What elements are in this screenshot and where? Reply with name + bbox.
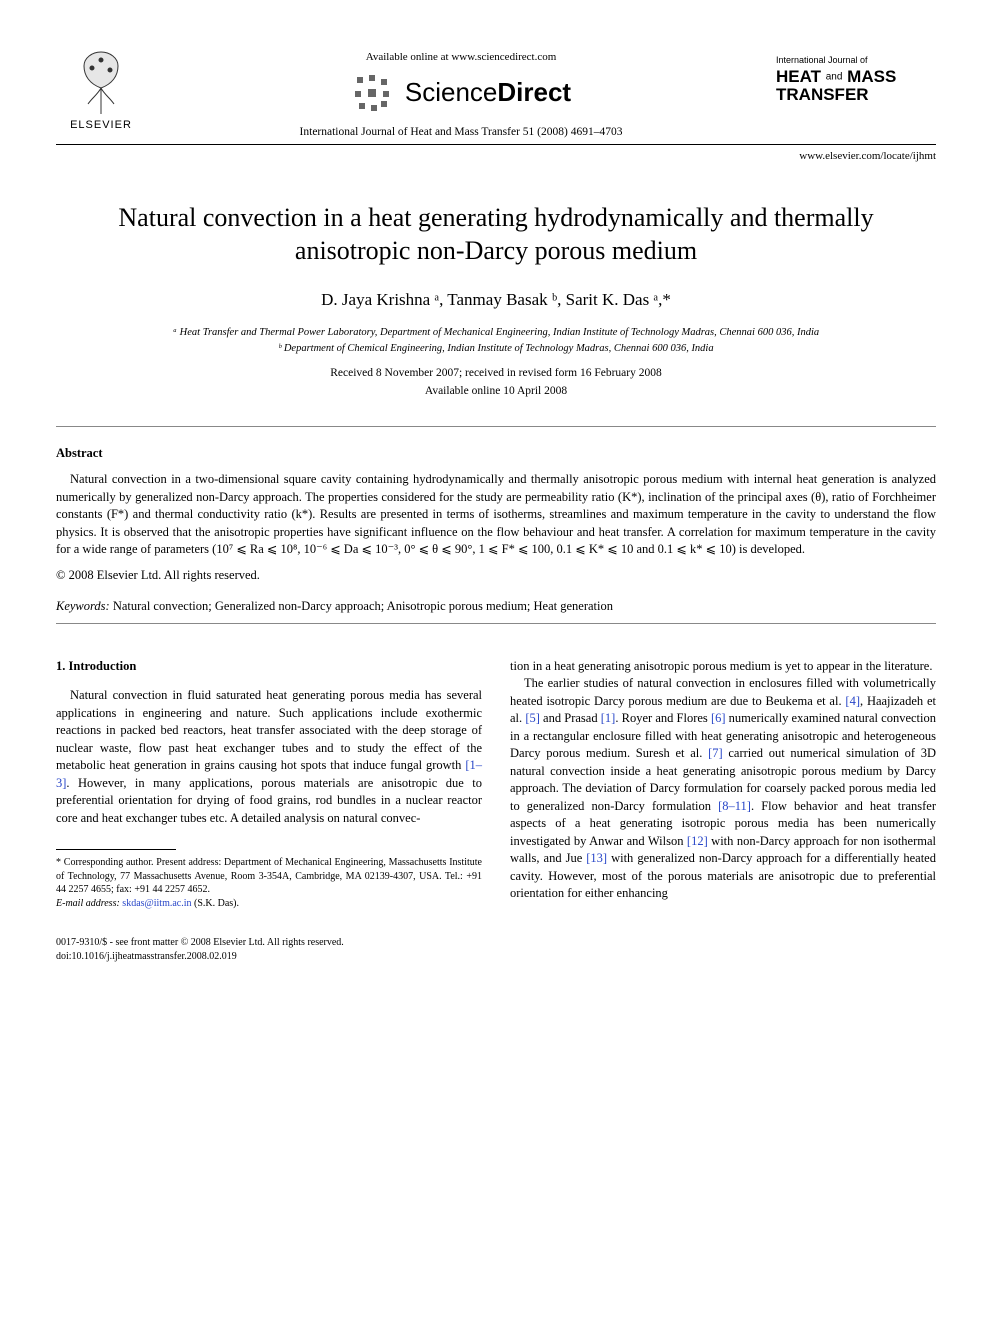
footnote-corr: * Corresponding author. Present address:…: [56, 856, 482, 897]
authors-line: D. Jaya Krishna ᵃ, Tanmay Basak ᵇ, Sarit…: [56, 289, 936, 312]
abstract-body: Natural convection in a two-dimensional …: [56, 471, 936, 559]
footer-issn: 0017-9310/$ - see front matter © 2008 El…: [56, 936, 936, 950]
sd-text-a: Science: [405, 77, 498, 107]
body-columns: 1. Introduction Natural convection in fl…: [56, 658, 936, 911]
header-rule: [56, 144, 936, 145]
publisher-logo-block: ELSEVIER: [56, 48, 146, 133]
footnote-email-label: E-mail address:: [56, 898, 120, 909]
abstract-heading: Abstract: [56, 445, 936, 462]
locate-url: www.elsevier.com/locate/ijhmt: [56, 149, 936, 164]
journal-logo-heat: HEAT: [776, 67, 821, 86]
footer-doi: doi:10.1016/j.ijheatmasstransfer.2008.02…: [56, 950, 936, 964]
affiliation-a: ᵃ Heat Transfer and Thermal Power Labora…: [56, 326, 936, 340]
header-row: ELSEVIER Available online at www.science…: [56, 48, 936, 140]
keywords-line: Keywords: Natural convection; Generalize…: [56, 598, 936, 615]
journal-logo-big: HEAT and MASS TRANSFER: [776, 68, 936, 104]
sciencedirect-logo: ScienceDirect: [351, 71, 571, 115]
sciencedirect-icon: [351, 71, 395, 115]
journal-logo: International Journal of HEAT and MASS T…: [776, 48, 936, 104]
header-center: Available online at www.sciencedirect.co…: [146, 48, 776, 140]
sciencedirect-text: ScienceDirect: [405, 75, 571, 110]
journal-logo-mass: MASS: [847, 67, 896, 86]
abstract-top-rule: [56, 426, 936, 427]
journal-logo-small: International Journal of: [776, 54, 936, 66]
footnote-email-who: (S.K. Das).: [194, 898, 239, 909]
elsevier-tree-icon: [70, 48, 132, 116]
intro-heading: 1. Introduction: [56, 658, 482, 676]
journal-logo-transfer: TRANSFER: [776, 85, 869, 104]
column-left: 1. Introduction Natural convection in fl…: [56, 658, 482, 911]
footnote-email-line: E-mail address: skdas@iitm.ac.in (S.K. D…: [56, 897, 482, 911]
footnote-rule: [56, 849, 176, 850]
column-right: tion in a heat generating anisotropic po…: [510, 658, 936, 911]
corresponding-footnote: * Corresponding author. Present address:…: [56, 856, 482, 910]
journal-citation: International Journal of Heat and Mass T…: [300, 125, 623, 141]
right-para-2: The earlier studies of natural convectio…: [510, 675, 936, 903]
right-para-1: tion in a heat generating anisotropic po…: [510, 658, 936, 676]
keywords-body: Natural convection; Generalized non-Darc…: [110, 599, 613, 613]
abstract-bottom-rule: [56, 623, 936, 624]
keywords-label: Keywords:: [56, 599, 110, 613]
sd-text-b: Direct: [497, 77, 571, 107]
footer: 0017-9310/$ - see front matter © 2008 El…: [56, 936, 936, 963]
available-online-line: Available online at www.sciencedirect.co…: [366, 50, 557, 65]
left-para-1: Natural convection in fluid saturated he…: [56, 687, 482, 827]
online-line: Available online 10 April 2008: [56, 384, 936, 400]
received-line: Received 8 November 2007; received in re…: [56, 366, 936, 382]
affiliation-b: ᵇ Department of Chemical Engineering, In…: [56, 342, 936, 356]
copyright-line: © 2008 Elsevier Ltd. All rights reserved…: [56, 567, 936, 584]
footnote-email[interactable]: skdas@iitm.ac.in: [122, 898, 191, 909]
journal-logo-and: and: [826, 71, 843, 82]
publisher-label: ELSEVIER: [70, 118, 132, 133]
article-title: Natural convection in a heat generating …: [96, 202, 896, 267]
abstract-text: Natural convection in a two-dimensional …: [56, 471, 936, 559]
